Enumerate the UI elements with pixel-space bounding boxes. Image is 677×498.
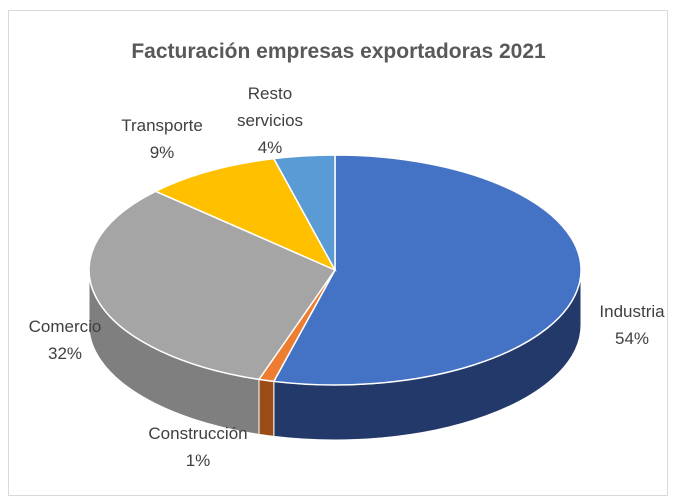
slice-label: Comercio [28, 317, 102, 336]
slice-value-label: 1% [185, 451, 211, 470]
chart-frame [8, 10, 668, 496]
slice-label: Construcción [148, 424, 248, 443]
slice-value-label: 54% [614, 329, 650, 348]
pie-slice [88, 190, 337, 381]
slice-label: Resto servicios [236, 84, 304, 130]
slice-value-label: 32% [47, 344, 83, 363]
slice-label: Industria [599, 302, 665, 321]
pie-slice-side [258, 378, 275, 437]
pie-slice [272, 154, 582, 386]
slice-value-label: 4% [257, 138, 283, 157]
pie-slice [272, 154, 336, 271]
chart-title: Facturación empresas exportadoras 2021 [131, 40, 546, 63]
slice-value-label: 9% [149, 143, 175, 162]
pie-slice [153, 157, 337, 272]
slice-label: Transporte [121, 116, 203, 135]
